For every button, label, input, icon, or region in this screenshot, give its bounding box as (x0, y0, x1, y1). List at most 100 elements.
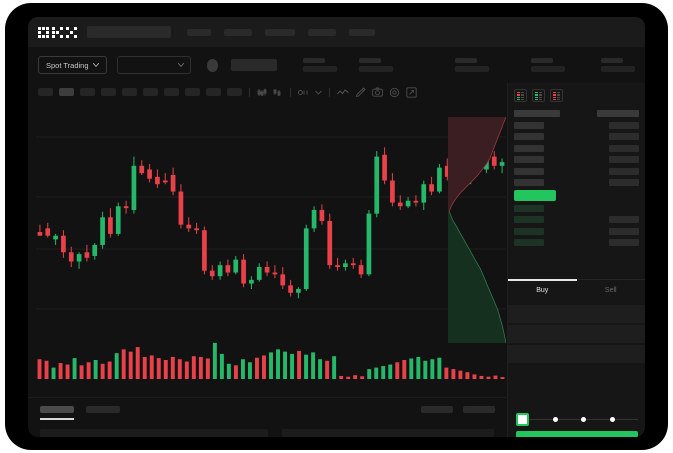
spot-trading-dropdown[interactable]: Spot Trading (38, 56, 107, 74)
stat-block-1 (303, 58, 337, 72)
chevron-down-icon[interactable] (315, 90, 322, 95)
orderbook-price-header (514, 110, 560, 118)
bid-size (609, 216, 639, 224)
ask-size (609, 133, 639, 141)
timeframe-button-8[interactable] (185, 88, 200, 96)
nav-link-4[interactable] (308, 28, 336, 36)
stat-value (455, 66, 489, 72)
tab-sell[interactable]: Sell (604, 287, 617, 294)
ask-price (514, 133, 544, 141)
stat-label (531, 58, 553, 63)
price-candlestick-chart[interactable] (36, 121, 506, 321)
timeframe-button-10[interactable] (227, 88, 242, 96)
orderbook-mode-buttons (508, 83, 645, 106)
bottom-action-2[interactable] (463, 406, 495, 413)
orderbook-ask-row[interactable] (514, 177, 639, 189)
orderbook-ask-row[interactable] (514, 120, 639, 132)
ask-price (514, 179, 544, 187)
stepper-line (614, 418, 638, 420)
orderbook-last-price-row (514, 189, 639, 203)
orderbook-bid-row[interactable] (514, 214, 639, 226)
stat-label (303, 58, 325, 63)
line-chart-icon[interactable] (337, 88, 349, 97)
timeframe-button-4[interactable] (101, 88, 116, 96)
orderbook-ask-row[interactable] (514, 166, 639, 178)
bottom-row[interactable] (40, 429, 268, 437)
orderbook-asks-icon[interactable] (550, 89, 563, 102)
stat-label (359, 58, 381, 63)
ask-size (609, 179, 639, 187)
bid-size (609, 205, 639, 212)
chevron-down-icon (178, 63, 185, 67)
last-price-value (514, 190, 556, 201)
bottom-row[interactable] (282, 429, 494, 437)
ask-price (514, 167, 544, 175)
timeframe-button-7[interactable] (164, 88, 179, 96)
orderbook-both-icon[interactable] (514, 89, 527, 102)
orderbook-bids-icon[interactable] (532, 89, 545, 102)
ask-size (609, 156, 639, 164)
pair-select-dropdown[interactable] (116, 56, 192, 74)
order-field-1[interactable] (508, 305, 645, 323)
ask-size (609, 121, 639, 129)
orderbook-rows (508, 106, 645, 249)
timeframe-button-5[interactable] (122, 88, 137, 96)
nav-link-1[interactable] (187, 28, 211, 36)
ask-price (514, 156, 544, 164)
stat-block-3 (455, 58, 489, 72)
bottom-panel (28, 397, 507, 437)
bottom-action-1[interactable] (421, 406, 453, 413)
stepper-step-2[interactable] (552, 416, 558, 422)
timeframe-button-6[interactable] (143, 88, 158, 96)
nav-search-input[interactable] (87, 26, 171, 38)
stepper-step-3[interactable] (581, 416, 586, 422)
timeframe-button-3[interactable] (80, 88, 95, 96)
bid-price (514, 216, 544, 224)
chevron-down-icon (92, 63, 99, 67)
bottom-tab-2[interactable] (86, 406, 120, 413)
orderbook-ask-row[interactable] (514, 154, 639, 166)
right-panel: Buy Sell (507, 83, 645, 437)
order-field-3[interactable] (508, 345, 645, 363)
bottom-tab-list (40, 406, 120, 413)
nav-link-2[interactable] (224, 28, 252, 36)
timeframe-button-1[interactable] (38, 88, 53, 96)
indicators-icon[interactable] (298, 88, 309, 97)
nav-links (187, 28, 375, 36)
stepper-line (529, 418, 553, 420)
stat-value (601, 66, 635, 72)
timeframe-button-9[interactable] (206, 88, 221, 96)
stat-block-5 (601, 58, 635, 72)
order-field-2[interactable] (508, 325, 645, 343)
submit-order-button[interactable] (516, 431, 638, 437)
drawing-pencil-icon[interactable] (355, 86, 366, 98)
orderbook-bid-row[interactable] (514, 203, 639, 215)
bottom-row-list (40, 429, 494, 437)
camera-snapshot-icon[interactable] (372, 87, 383, 97)
timeframe-button-2[interactable] (59, 88, 74, 96)
fullscreen-expand-icon[interactable] (406, 86, 417, 98)
last-price-spacer (609, 192, 639, 199)
stepper-step-1[interactable] (516, 412, 529, 426)
stat-value (359, 66, 393, 72)
orderbook-ask-row[interactable] (514, 131, 639, 143)
heikin-ashi-icon[interactable] (273, 88, 283, 97)
device-screen: Spot Trading (28, 17, 645, 437)
orderbook-bid-row[interactable] (514, 237, 639, 249)
ask-price (514, 121, 544, 129)
order-form (508, 305, 645, 365)
candlestick-chart-icon[interactable] (257, 88, 267, 97)
bottom-tab-1[interactable] (40, 406, 74, 413)
tab-buy[interactable]: Buy (508, 279, 577, 301)
orderbook-ask-row[interactable] (514, 143, 639, 155)
market-depth-overlay (448, 116, 506, 344)
stat-value (531, 66, 565, 72)
device-frame: Spot Trading (5, 3, 668, 450)
nav-link-5[interactable] (349, 28, 375, 36)
bottom-panel-actions (421, 406, 495, 413)
stepper-step-4[interactable] (609, 416, 615, 422)
orderbook-bid-row[interactable] (514, 226, 639, 238)
nav-link-3[interactable] (265, 28, 295, 36)
okx-logo-icon[interactable] (38, 26, 77, 38)
settings-gear-icon[interactable] (389, 87, 400, 98)
